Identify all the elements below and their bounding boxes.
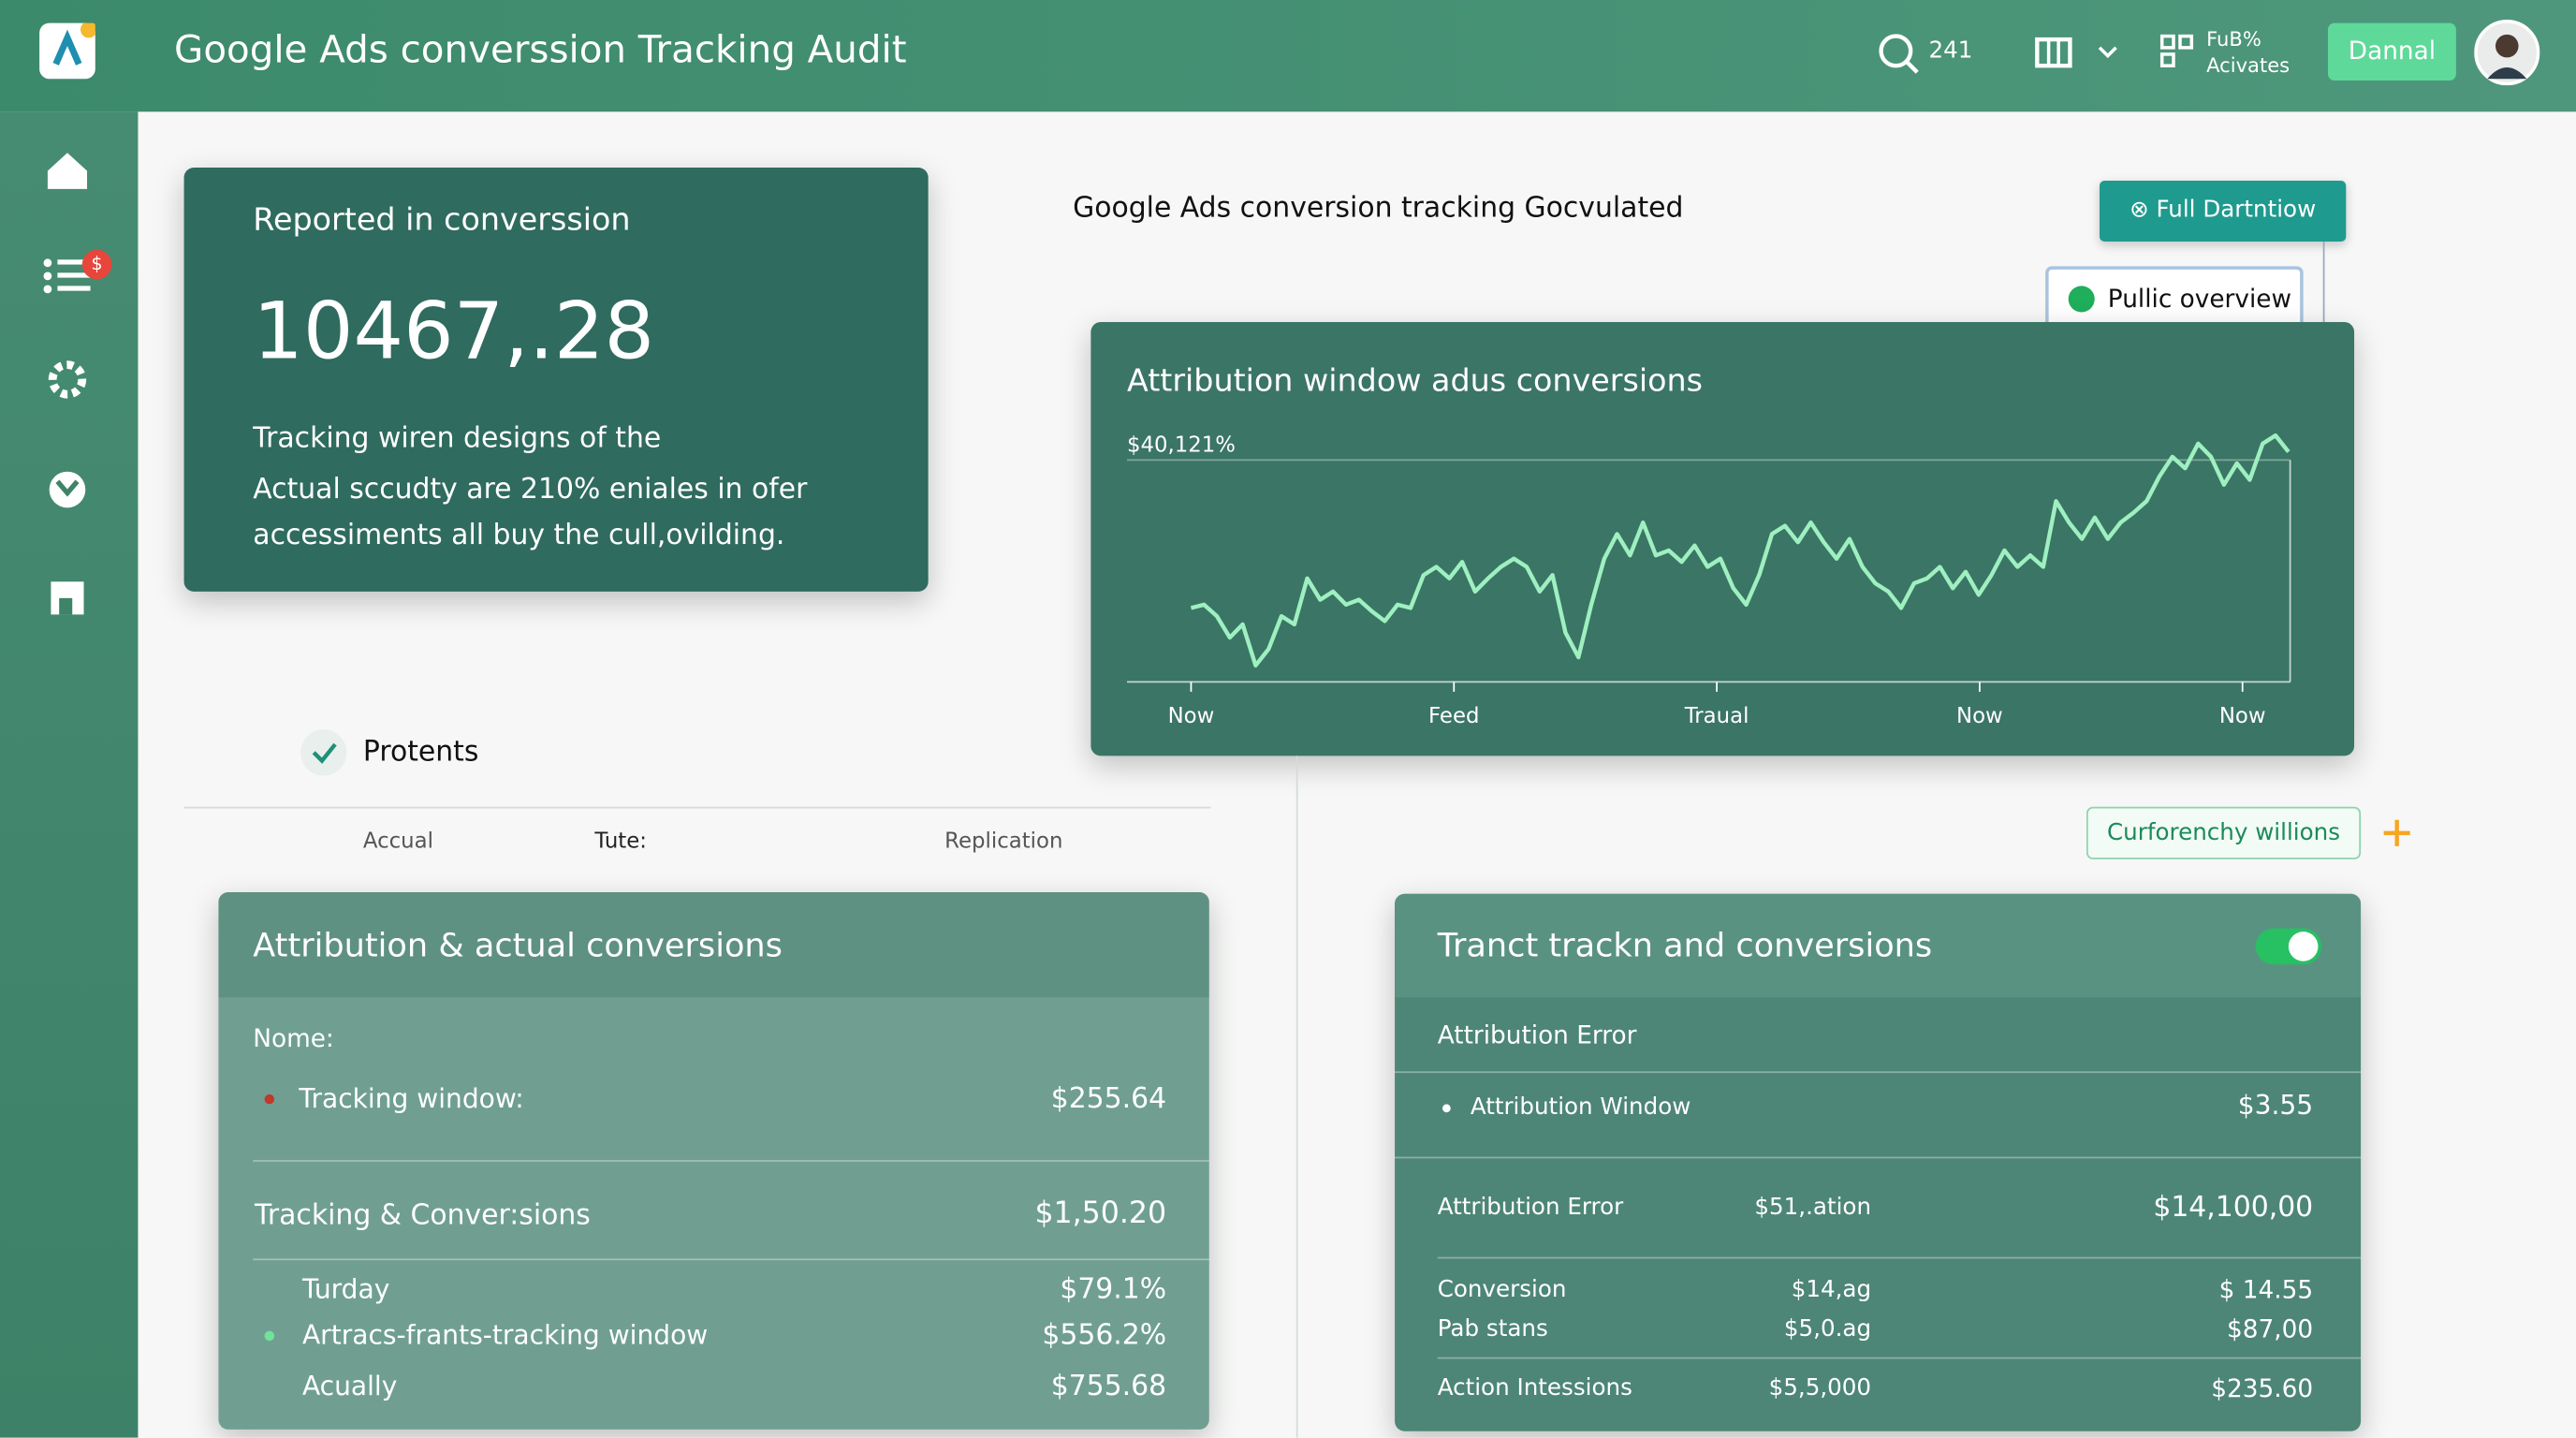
row-mid: $14,ag — [1791, 1276, 1872, 1303]
add-icon[interactable] — [2382, 818, 2412, 848]
table-header — [218, 892, 1209, 998]
row-divider — [1437, 1357, 2362, 1359]
row-value: $79.1% — [1060, 1273, 1167, 1307]
header — [0, 0, 2576, 112]
x-tick-label: Traual — [1684, 704, 1749, 728]
x-tick-label: Now — [2219, 704, 2266, 728]
checklist-label: Protents — [362, 736, 479, 770]
app-title: Google Ads converssion Tracking Audit — [174, 29, 907, 73]
toolbar-icons[interactable] — [2034, 37, 2136, 69]
left-table — [218, 892, 1209, 1430]
full-button[interactable]: ⊗ Full Dartntiow — [2100, 181, 2347, 242]
row-divider — [1437, 1256, 2362, 1259]
line-chart: Attribution window adus conversions $40,1… — [1126, 362, 2291, 728]
search-icon[interactable] — [1876, 31, 1922, 77]
apps-icon[interactable] — [2159, 33, 2195, 69]
table-title: Attribution & actual conversions — [253, 925, 783, 965]
bullet — [1442, 1104, 1451, 1113]
row-divider — [1395, 1071, 2362, 1074]
row-label: Attribution Window — [1470, 1093, 1691, 1121]
row-value: $556.2% — [1042, 1319, 1167, 1353]
row-label: Tracking window: — [299, 1082, 524, 1114]
row-value: $ 14.55 — [2218, 1274, 2314, 1305]
row-divider — [253, 1160, 1209, 1162]
popup[interactable]: Pullic overview — [2045, 266, 2304, 332]
summary-line: accessiments all buy the cull,ovilding. — [253, 519, 785, 552]
section-heading: Google Ads conversion tracking Gocvulate… — [1073, 192, 1684, 226]
x-tick-label: Now — [1168, 704, 1215, 728]
column-label: Tute: — [594, 829, 647, 855]
sidebar-icons[interactable] — [0, 111, 138, 638]
count[interactable]: 241 — [1928, 37, 1973, 65]
toggle-knob — [2288, 932, 2319, 961]
row-value: $235.60 — [2211, 1373, 2314, 1403]
table-title: Tranct trackn and conversions — [1437, 925, 1933, 965]
logo[interactable] — [39, 21, 97, 80]
chart-title: Attribution window adus conversions — [1127, 362, 1703, 399]
connector — [2322, 241, 2325, 341]
chart-card — [1090, 321, 2355, 756]
annotation: $40,121% — [1127, 433, 1236, 458]
summary-value: 10467,.28 — [253, 286, 655, 378]
menu-label[interactable]: FuB% — [2206, 27, 2261, 51]
row-label: Pab stans — [1437, 1315, 1548, 1343]
summary-card — [183, 168, 929, 592]
row-mid: $51,.ation — [1754, 1194, 1872, 1222]
column-label: Replication — [944, 829, 1063, 855]
row-label: Attribution Error — [1437, 1194, 1624, 1222]
right-table — [1395, 893, 2362, 1431]
row-divider — [1395, 1156, 2362, 1159]
row-divider — [253, 1258, 1209, 1261]
bullet — [264, 1093, 275, 1105]
logo-icon — [52, 21, 97, 66]
avatar[interactable] — [2474, 20, 2540, 86]
row-value: $87,00 — [2227, 1314, 2314, 1344]
row-label: Action Intessions — [1437, 1375, 1632, 1402]
x-tick-label: Now — [1956, 704, 2003, 728]
row-value: $255.64 — [1050, 1082, 1167, 1116]
row-mid: $5,0.ag — [1783, 1315, 1872, 1343]
divider — [183, 806, 1211, 809]
row-label: Conversion — [1437, 1276, 1567, 1303]
row-value: $14,100,00 — [2153, 1191, 2314, 1225]
row-label: Artracs-frants-tracking window — [301, 1319, 709, 1351]
x-tick-label: Feed — [1428, 704, 1479, 728]
row-label: Acually — [301, 1370, 398, 1402]
bullet — [264, 1330, 275, 1342]
summary-title: Reported in converssion — [253, 201, 631, 239]
row-value: $755.68 — [1050, 1370, 1167, 1403]
popup-label: Pullic overview — [2107, 284, 2292, 315]
toggle[interactable] — [2255, 928, 2321, 965]
row-label: Tracking & Conver:sions — [255, 1199, 591, 1233]
menu-sub[interactable]: Acivates — [2206, 53, 2291, 78]
row-label: Turday — [301, 1273, 390, 1305]
summary-line: Tracking wiren designs of the — [253, 422, 662, 456]
row-mid: $5,5,000 — [1768, 1375, 1872, 1402]
sidebar — [0, 111, 139, 1438]
row-label: Nome: — [253, 1023, 334, 1054]
check-icon — [300, 729, 347, 776]
divider — [1295, 756, 1298, 1438]
user-button[interactable]: Dannal — [2327, 22, 2456, 81]
row-label: Attribution Error — [1437, 1020, 1637, 1050]
badge: $ — [81, 249, 112, 280]
row-value: $1,50.20 — [1034, 1196, 1167, 1231]
chip[interactable]: Curforenchy willions — [2086, 806, 2362, 859]
series-line — [1190, 433, 2291, 668]
check-dot — [2068, 286, 2095, 313]
column-label: Accual — [362, 829, 433, 855]
full-button-label: Full Dartntiow — [2156, 197, 2317, 224]
table-header — [1395, 893, 2362, 998]
row-value: $3.55 — [2237, 1089, 2314, 1121]
summary-line: Actual sccudty are 210% eniales in ofer — [253, 473, 808, 506]
